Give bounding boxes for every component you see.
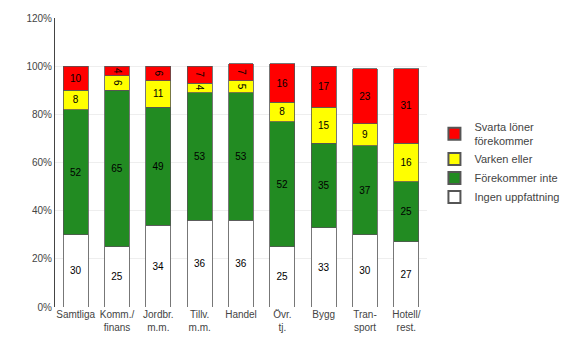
- svg-text:11: 11: [153, 88, 164, 99]
- svg-text:15: 15: [318, 120, 330, 131]
- svg-text:36: 36: [194, 258, 206, 269]
- svg-text:7: 7: [236, 69, 247, 75]
- svg-text:16: 16: [277, 78, 289, 89]
- svg-text:30: 30: [359, 265, 371, 276]
- svg-text:Handel: Handel: [225, 309, 257, 320]
- svg-text:Övr.tj.: Övr.tj.: [273, 309, 291, 333]
- svg-text:25: 25: [401, 206, 413, 217]
- svg-text:40%: 40%: [32, 205, 52, 216]
- svg-text:Komm./finans: Komm./finans: [100, 309, 135, 333]
- svg-text:Bygg: Bygg: [312, 309, 335, 320]
- svg-text:10: 10: [70, 73, 82, 84]
- svg-text:52: 52: [70, 167, 82, 178]
- svg-text:35: 35: [318, 180, 330, 191]
- svg-text:16: 16: [401, 157, 413, 168]
- svg-text:27: 27: [401, 269, 413, 280]
- svg-text:31: 31: [401, 100, 413, 111]
- svg-text:Jordbr.m.m.: Jordbr.m.m.: [143, 309, 174, 333]
- svg-text:8: 8: [279, 106, 285, 117]
- svg-text:Ingen uppfattning: Ingen uppfattning: [474, 191, 559, 203]
- svg-text:4: 4: [112, 68, 123, 74]
- svg-text:20%: 20%: [32, 253, 52, 264]
- svg-text:17: 17: [318, 81, 330, 92]
- svg-text:0%: 0%: [38, 302, 53, 313]
- svg-text:120%: 120%: [26, 13, 52, 24]
- svg-text:Varken eller: Varken eller: [474, 153, 532, 165]
- svg-text:37: 37: [359, 185, 371, 196]
- svg-text:65: 65: [111, 163, 123, 174]
- svg-text:36: 36: [235, 258, 247, 269]
- svg-text:100%: 100%: [26, 61, 52, 72]
- svg-text:Samtliga: Samtliga: [56, 309, 95, 320]
- svg-text:Tran-sport: Tran-sport: [353, 309, 377, 333]
- svg-text:80%: 80%: [32, 109, 52, 120]
- svg-text:8: 8: [73, 94, 79, 105]
- svg-text:53: 53: [194, 151, 206, 162]
- svg-text:Svarta lönerförekommer: Svarta lönerförekommer: [474, 121, 534, 147]
- svg-text:6: 6: [153, 70, 164, 76]
- svg-text:Förekommer inte: Förekommer inte: [474, 172, 557, 184]
- svg-text:25: 25: [277, 271, 289, 282]
- svg-text:52: 52: [277, 179, 289, 190]
- svg-text:Tillv.m.m.: Tillv.m.m.: [189, 309, 211, 333]
- svg-text:Hotell/rest.: Hotell/rest.: [392, 309, 421, 333]
- svg-text:5: 5: [236, 84, 247, 90]
- svg-text:49: 49: [153, 161, 165, 172]
- svg-text:7: 7: [194, 72, 205, 78]
- svg-text:25: 25: [111, 271, 123, 282]
- svg-text:60%: 60%: [32, 157, 52, 168]
- svg-text:33: 33: [318, 262, 330, 273]
- svg-text:4: 4: [194, 85, 205, 91]
- svg-text:23: 23: [359, 91, 371, 102]
- svg-text:6: 6: [112, 80, 123, 86]
- svg-text:30: 30: [70, 265, 82, 276]
- svg-text:9: 9: [362, 129, 368, 140]
- svg-text:34: 34: [153, 261, 165, 272]
- svg-text:53: 53: [235, 151, 247, 162]
